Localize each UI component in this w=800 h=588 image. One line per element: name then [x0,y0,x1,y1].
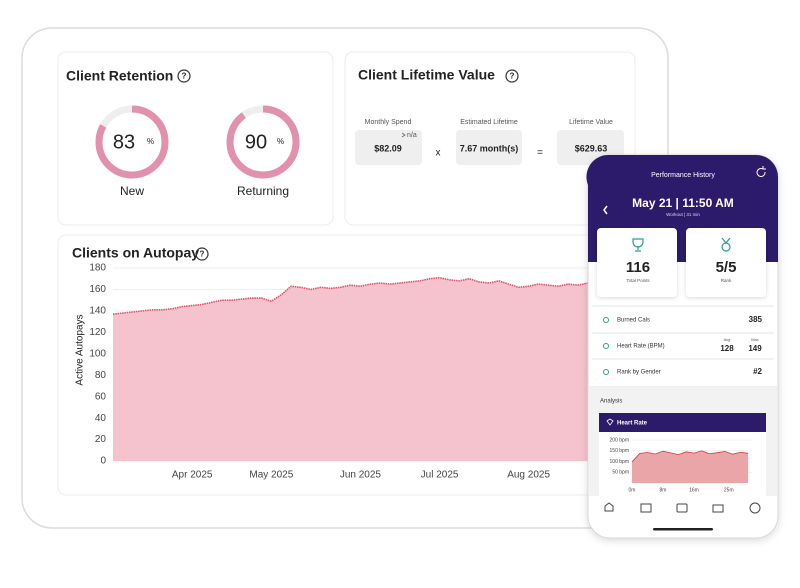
autopay-chart: 0 20 40 60 80 100 120 140 160 180 Apr 2025 May 2025… [89,263,589,481]
y-tick-label: 160 [89,284,106,295]
card-title: Client Retention [66,68,173,84]
operator: x [436,148,441,159]
y-axis-label: Active Autopays [75,314,86,385]
donut-unit: % [277,137,284,146]
y-tick-label: 100 bpm [610,459,629,465]
trophy-icon [632,238,644,252]
workout-duration: Workout | 31 min [666,212,700,217]
metric-value: $629.63 [575,143,608,153]
row-icon [603,369,609,375]
y-tick-label: 80 [95,370,107,381]
line [631,450,749,463]
workout-date: May 21 | 11:50 AM [632,196,734,210]
x-tick-label: May 2025 [249,470,293,481]
y-tick-label: 20 [95,434,107,445]
metric-value: 7.67 month(s) [460,143,519,153]
y-tick-label: 40 [95,413,107,424]
help-icon[interactable] [505,69,519,83]
y-tick-label: 100 [89,348,106,359]
y-tick-label: 150 bpm [610,448,629,454]
chart-card-header [599,413,766,432]
y-tick-label: 120 [89,327,106,338]
metric-label: Monthly Spend [365,119,412,126]
stat-card [597,228,677,297]
note-icon [401,132,406,138]
stat-card [686,228,766,297]
donut-label: Returning [237,184,289,198]
donut-value: 90 [245,131,267,153]
x-tick-label: 25m [724,487,734,493]
stat-label: Rank [721,278,732,283]
donut-value: 83 [113,131,135,153]
card-title: Clients on Autopay [72,245,199,261]
operator: = [537,148,543,159]
heart-icon [606,418,614,426]
help-text: ? [200,250,205,259]
chart-title: Heart Rate [617,421,648,427]
row-value: 149 [748,344,762,353]
row-label: Heart Rate (BPM) [617,344,665,350]
row-label: Rank by Gender [617,370,661,376]
row-icon [603,317,609,323]
nav-calendar[interactable] [640,503,652,513]
help-icon[interactable] [195,247,209,261]
y-tick-label: 180 [89,263,106,274]
line [112,276,589,315]
nav-gift[interactable] [712,504,724,513]
home-indicator [653,528,713,531]
card-title: Client Lifetime Value [358,67,495,83]
y-tick-label: 200 bpm [610,437,629,443]
row-icon [603,343,609,349]
medal-ribbon [721,237,731,244]
row-sublabel: Avg [724,337,731,342]
area [632,450,749,483]
row-value: 128 [720,344,734,353]
donut-arc [226,105,300,179]
stat-value: 5/5 [716,259,737,276]
help-icon[interactable] [177,69,191,83]
row-value: #2 [753,367,762,376]
metric-label: Lifetime Value [569,119,613,126]
nav-home[interactable] [604,502,614,512]
x-tick-label: Aug 2025 [507,470,550,481]
metric-value: $82.09 [374,143,402,153]
x-tick-label: 8m [659,487,666,493]
row-sublabel: Max [751,337,759,342]
x-tick-label: 0m [629,487,636,493]
donut-arc [95,105,169,179]
card [57,51,334,226]
heart-rate-chart: 50 bpm 100 bpm 150 bpm 200 bpm 0m 8m 16m 25m [610,437,752,493]
x-tick-label: Jul 2025 [421,470,459,481]
nav-profile[interactable] [749,502,761,514]
metric-label: Estimated Lifetime [460,119,518,126]
metric-note: n/a [407,132,417,139]
x-tick-label: 16m [689,487,699,493]
y-tick-label: 140 [89,306,106,317]
help-text: ? [510,72,515,81]
donut-unit: % [147,137,154,146]
row-label: Burned Cals [617,318,650,324]
area [113,277,588,461]
help-text: ? [182,72,187,81]
row-value: 385 [749,315,763,324]
metric-box [456,130,522,165]
donut-label: New [120,184,144,198]
stat-label: Total Points [626,278,650,283]
back-icon[interactable] [603,205,608,215]
section-title: Analysis [600,399,622,405]
x-tick-label: Jun 2025 [340,470,382,481]
nav-bag[interactable] [676,503,688,513]
stat-value: 116 [626,259,650,276]
refresh-icon[interactable] [756,166,766,177]
phone-title: Performance History [651,172,715,179]
y-tick-label: 50 bpm [612,470,629,476]
x-tick-label: Apr 2025 [172,470,213,481]
metric-box [355,130,422,165]
y-tick-label: 60 [95,391,107,402]
y-tick-label: 0 [100,456,106,467]
bottom-nav [589,496,777,522]
